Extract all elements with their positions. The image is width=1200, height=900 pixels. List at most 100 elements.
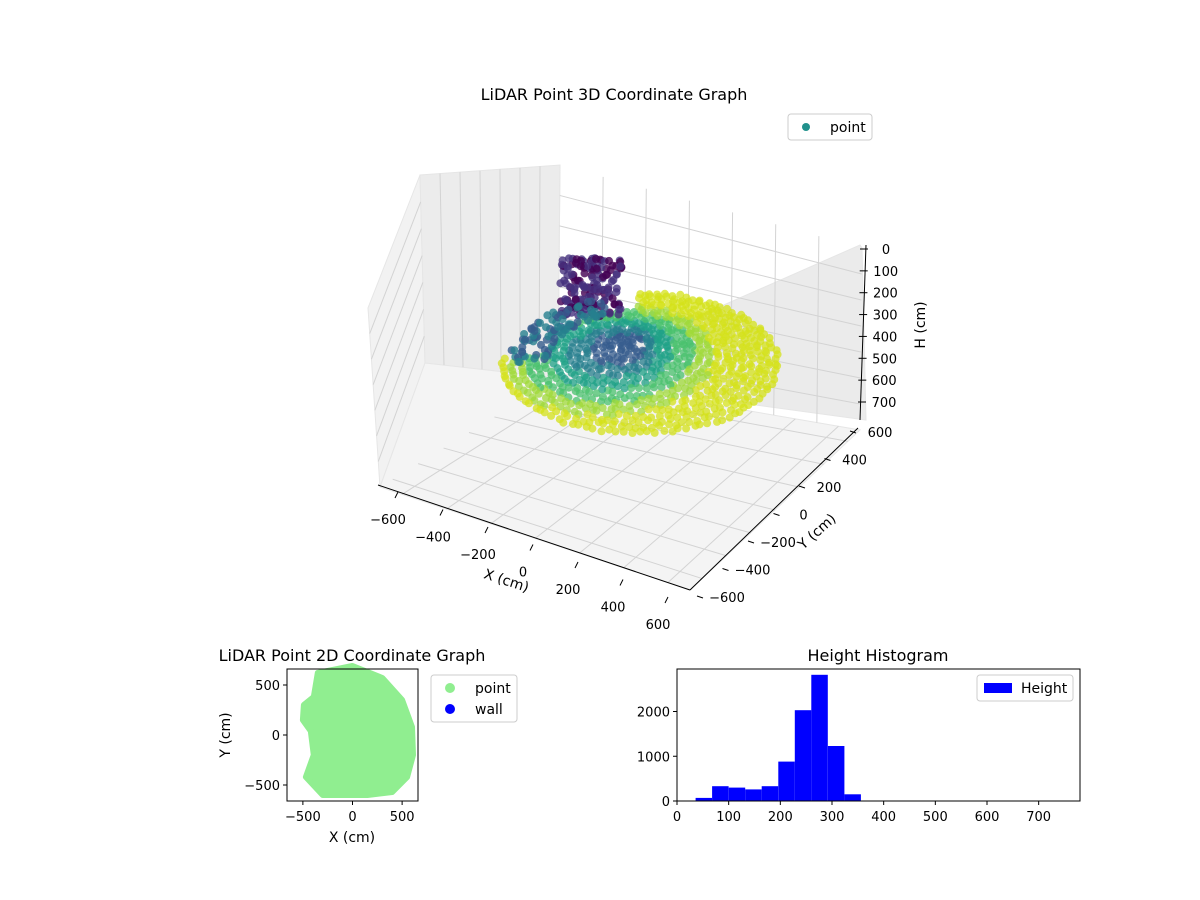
x-tick-mark-3d [394,491,399,499]
cloud-point-3d-dark [612,270,621,279]
cloud-point-3d [703,419,712,428]
cloud-point-3d [608,381,617,390]
cloud-point-3d [765,360,774,369]
cloud-point-3d-left [541,351,550,360]
chart-histogram: Height Histogram 0 100 200 300 400 500 600 7000… [637,646,1081,825]
cloud-point-3d [645,290,654,299]
cloud-point-3d [722,348,731,357]
x-tick-label-3d: −400 [415,531,451,546]
cloud-point-3d [589,406,597,415]
cloud-point-3d-left [583,297,592,306]
cloud-point-3d [584,326,593,335]
cloud-point-3d [603,397,612,406]
y-tick-label-3d: 0 [799,509,807,524]
axes-3d-lines [377,244,867,591]
cloud-point-3d-left [530,326,539,335]
y-tick-label-3d: 200 [817,481,842,496]
cloud-point-3d [715,303,724,312]
cloud-point-3d-dark [572,255,581,264]
z-tick-label-3d: 400 [872,330,897,345]
cloud-point-3d [622,411,631,420]
legend-2d[interactable]: point wall [430,674,518,723]
cloud-point-3d-left [521,335,530,344]
cloud-point-3d [712,347,721,356]
z-tick-label-3d: 100 [873,265,898,280]
histogram-x-tick-label: 100 [716,810,741,825]
histogram-x-tick-label: 600 [975,810,1000,825]
cloud-point-3d [635,384,643,393]
y-tick-label-3d: 400 [842,454,867,469]
cloud-point-3d [557,394,566,403]
point-cloud-3d [497,254,782,437]
cloud-point-3d [592,389,601,398]
cloud-point-3d [610,398,619,407]
cloud-point-3d [663,362,672,371]
cloud-point-3d [665,420,674,429]
x-tick-label-2d: −500 [285,810,321,825]
cloud-point-3d [663,341,672,350]
histogram-x-tick-label: 200 [768,810,793,825]
cloud-point-3d [654,377,663,386]
cloud-point-3d [542,394,550,402]
cloud-point-3d [682,424,691,433]
cloud-point-3d [644,416,652,425]
cloud-point-3d [644,394,653,403]
cloud-point-3d [575,401,584,410]
histogram-bar [728,787,746,801]
cloud-point-3d [564,383,573,392]
x-tick-label-3d: −200 [460,548,496,563]
cloud-point-3d [685,418,694,426]
cloud-point-3d-left [562,308,570,317]
cloud-point-3d-left [530,354,539,363]
cloud-point-3d [762,354,771,363]
cloud-point-3d [737,350,746,359]
legend-3d-marker-point [802,123,810,131]
legend-3d[interactable]: point [787,113,873,141]
z-tick-label-3d: 200 [873,287,898,302]
y-tick-label-3d: −200 [760,536,796,551]
histogram-title: Height Histogram [808,646,949,665]
cloud-point-3d [718,408,727,417]
cloud-point-3d [734,323,743,332]
cloud-point-3d-left [580,312,589,321]
cloud-point-3d [620,365,629,374]
cloud-point-3d [688,342,697,351]
cloud-point-3d-left [574,302,583,311]
cloud-point-3d [614,410,623,419]
cloud-point-3d [739,386,748,395]
cloud-point-3d [642,372,651,381]
histogram-y-tick-label: 1000 [637,750,670,765]
y-tick-mark-3d [696,595,704,599]
chart-3d-title: LiDAR Point 3D Coordinate Graph [481,85,748,104]
x-tick-label-3d: −600 [370,513,406,528]
cloud-point-3d [688,296,697,305]
cloud-point-3d-left [540,345,549,354]
cloud-point-3d [675,321,684,330]
cloud-point-3d [713,417,721,426]
cloud-point-3d-left [518,343,527,352]
legend-3d-label-point: point [830,120,866,136]
y-tick-label-3d: −600 [709,591,745,606]
cloud-point-3d [676,290,685,299]
cloud-point-3d [633,400,642,409]
cloud-point-3d [630,308,639,316]
cloud-point-3d [749,320,758,329]
cloud-point-3d [642,427,651,436]
cloud-point-3d-dark [605,256,613,265]
legend-histogram-swatch [984,683,1012,693]
y-axis-line [689,427,859,591]
cloud-point-3d-dark [615,305,624,314]
cloud-point-3d [653,290,662,299]
cloud-point-3d [732,384,741,393]
cloud-point-3d-dark [608,294,617,303]
cloud-point-3d [598,404,607,412]
cloud-point-3d [725,413,734,422]
legend-histogram[interactable]: Height [976,674,1074,702]
y-tick-mark-3d [773,513,780,516]
cloud-point-3d [689,410,698,419]
x-tick-mark-3d [529,544,534,551]
histogram-y-tick-label: 0 [662,795,670,810]
cloud-point-3d [660,426,669,435]
cloud-point-3d [668,368,677,376]
cloud-point-3d [656,394,665,403]
